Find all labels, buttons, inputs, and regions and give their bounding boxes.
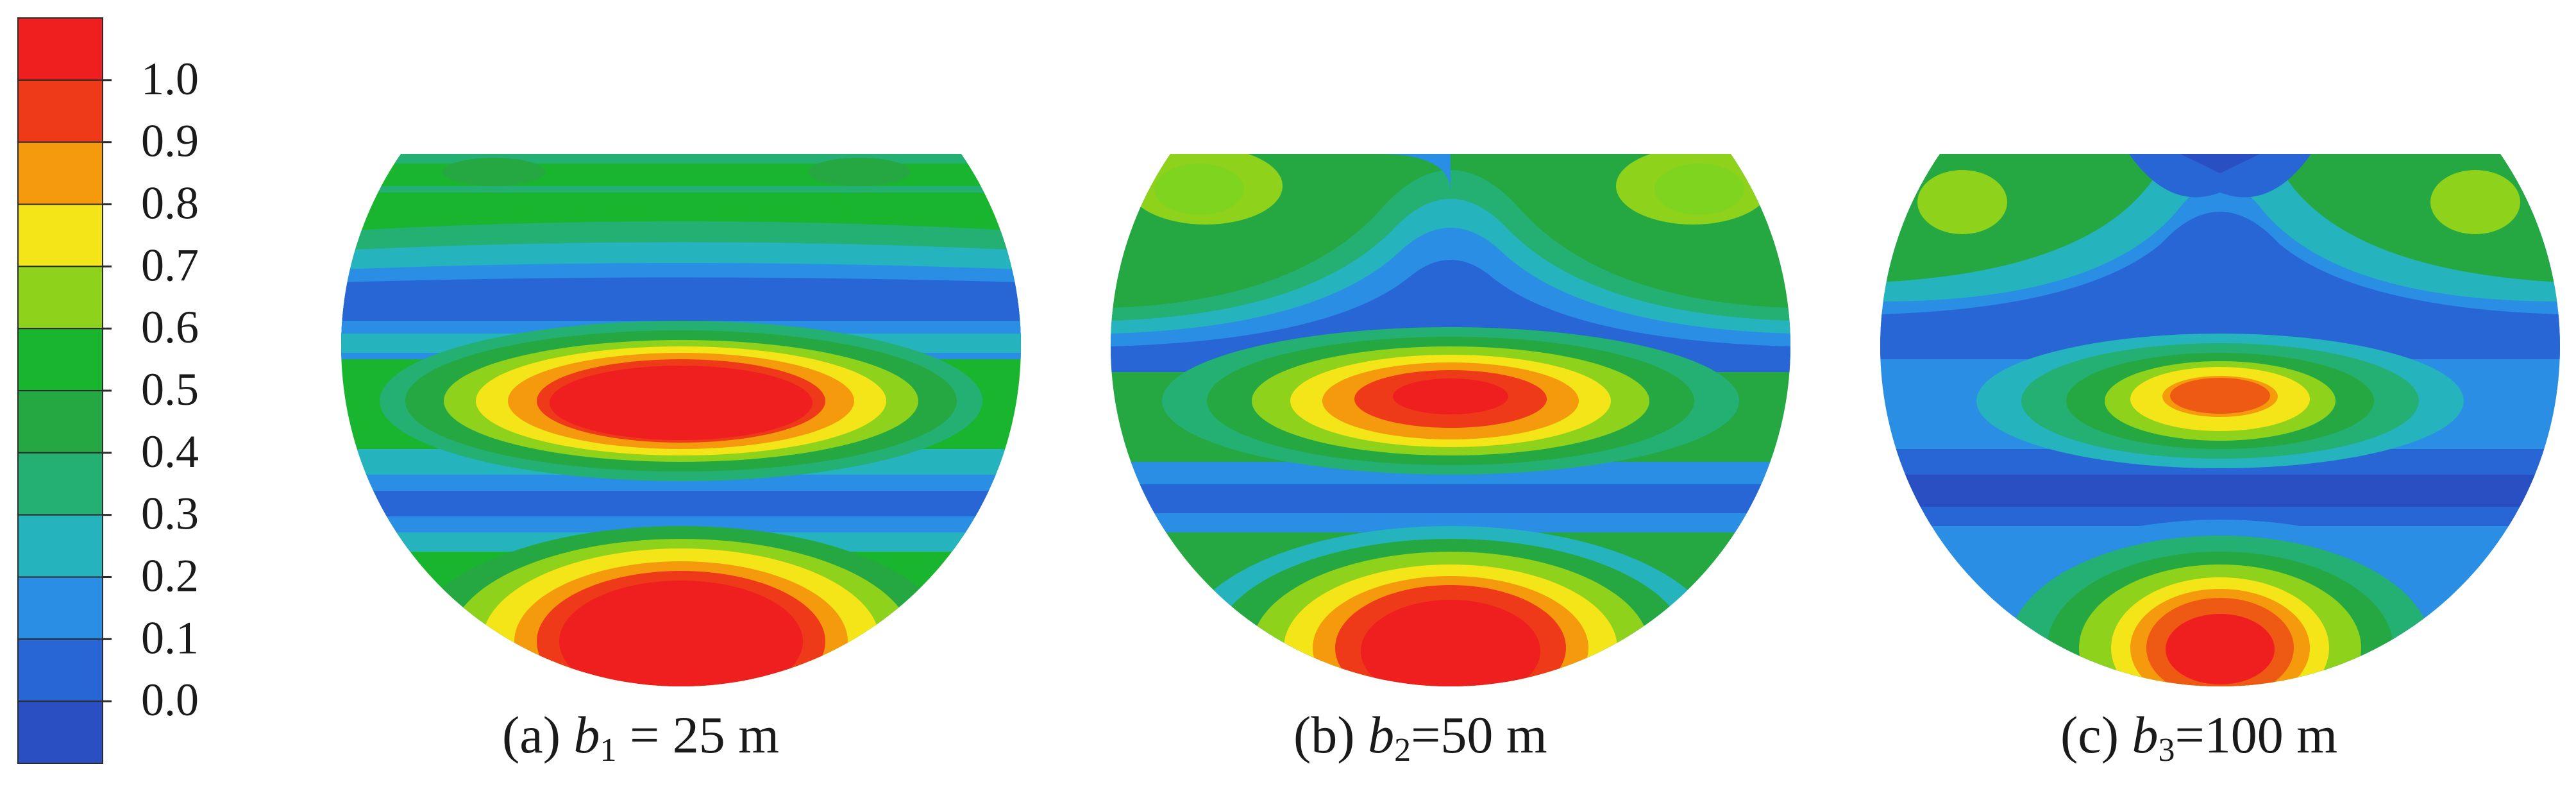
colorbar-swatch <box>17 452 103 516</box>
contour-panel-c <box>1880 0 2560 686</box>
colorbar-tick-label: 0.9 <box>141 115 199 167</box>
panel-label-c: (c) b3=100 m <box>2060 706 2338 768</box>
colorbar-swatch <box>17 141 103 205</box>
colorbar-swatch <box>17 576 103 640</box>
colorbar-tick-label: 0.6 <box>141 301 199 353</box>
colorbar-tick-label: 0.3 <box>141 488 199 539</box>
colorbar-swatch <box>17 17 103 81</box>
panel-label-b: (b) b2=50 m <box>1293 706 1547 768</box>
colorbar-tick-label: 0.0 <box>141 674 199 726</box>
colorbar-tick-label: 0.2 <box>141 550 199 602</box>
colorbar-swatch <box>17 79 103 143</box>
colorbar-swatch <box>17 203 103 267</box>
colorbar-tick-label: 0.1 <box>141 612 199 663</box>
colorbar-swatch <box>17 390 103 454</box>
contour-panel-a <box>341 0 1021 686</box>
contour-panel-b <box>1111 0 1790 686</box>
colorbar-swatch <box>17 328 103 392</box>
colorbar-swatch <box>17 514 103 578</box>
colorbar-tick-label: 1.0 <box>141 53 199 105</box>
colorbar-tick-label: 0.4 <box>141 426 199 477</box>
colorbar-tick-label: 0.8 <box>141 178 199 229</box>
colorbar-swatch <box>17 638 103 702</box>
colorbar-swatch <box>17 700 103 764</box>
colorbar-tick-label: 0.5 <box>141 364 199 415</box>
panel-label-a: (a) b1 = 25 m <box>502 706 780 768</box>
colorbar-swatch <box>17 266 103 330</box>
colorbar-tick-label: 0.7 <box>141 239 199 291</box>
colorbar: 1.0 0.9 0.8 0.7 0.6 0.5 0.4 0.3 0.2 0.1 0.0 <box>17 17 199 764</box>
